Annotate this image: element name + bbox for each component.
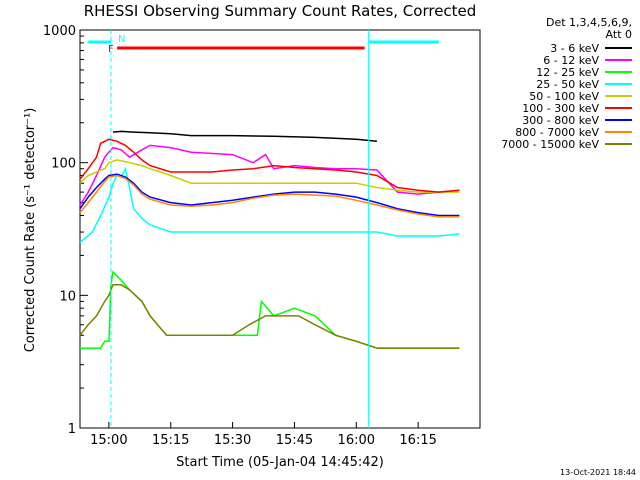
y-tick-labels: 1 10 100 1000 <box>43 24 76 437</box>
state-bars: FN <box>88 30 439 428</box>
legend-label-2: 12 - 25 keV <box>536 66 599 79</box>
y-tick-label-1: 10 <box>59 289 76 304</box>
series-line-7 <box>79 174 460 218</box>
legend-label-7: 800 - 7000 keV <box>515 126 599 139</box>
x-tick-labels: 15:00 15:15 15:30 15:45 16:00 16:15 <box>90 433 437 448</box>
annotation-night: N <box>118 34 125 45</box>
x-axis-label: Start Time (05-Jan-04 14:45:42) <box>176 455 384 470</box>
legend-label-3: 25 - 50 keV <box>536 78 599 91</box>
x-tick-label-3: 15:45 <box>276 433 313 448</box>
legend-header-line-0: Det 1,3,4,5,6,9, <box>546 16 632 29</box>
y-tick-label-0: 1 <box>68 422 76 437</box>
series-line-1 <box>79 144 460 206</box>
footer-timestamp: 13-Oct-2021 18:44 <box>560 468 636 477</box>
x-tick-label-1: 15:15 <box>152 433 189 448</box>
series-line-6 <box>79 173 460 217</box>
y-tick-label-2: 100 <box>51 157 76 172</box>
y-tick-label-3: 1000 <box>43 24 76 39</box>
plot-ticks <box>80 29 419 429</box>
x-tick-label-0: 15:00 <box>90 433 127 448</box>
series-line-5 <box>79 138 460 193</box>
series-line-8 <box>79 284 460 349</box>
y-axis-label: Corrected Count Rate (s⁻¹ detector⁻¹) <box>23 108 38 353</box>
x-tick-label-5: 16:15 <box>399 433 436 448</box>
series-line-0 <box>112 130 377 143</box>
legend-label-5: 100 - 300 keV <box>522 102 599 115</box>
series-lines <box>79 130 460 349</box>
x-tick-label-4: 16:00 <box>338 433 375 448</box>
series-line-2 <box>80 270 460 349</box>
legend-label-4: 50 - 100 keV <box>529 90 599 103</box>
series-line-3 <box>79 166 460 244</box>
legend-label-1: 6 - 12 keV <box>543 54 599 67</box>
series-line-4 <box>79 159 460 193</box>
chart-title: RHESSI Observing Summary Count Rates, Co… <box>84 2 477 20</box>
legend-header: Det 1,3,4,5,6,9,Att 0 <box>546 16 632 41</box>
plot-frame <box>79 29 481 429</box>
legend-label-8: 7000 - 15000 keV <box>501 138 599 151</box>
legend-label-6: 300 - 800 keV <box>522 114 599 127</box>
annotation-flare: F <box>108 44 114 55</box>
legend-label-0: 3 - 6 keV <box>550 42 599 55</box>
x-tick-label-2: 15:30 <box>214 433 251 448</box>
legend-header-line-1: Att 0 <box>606 28 632 41</box>
